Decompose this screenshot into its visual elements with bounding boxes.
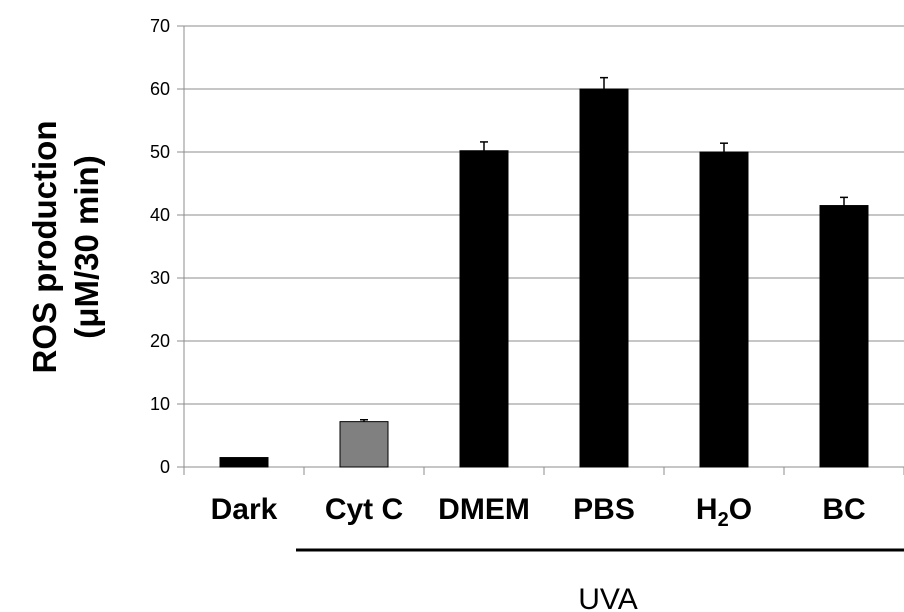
bar-pbs — [579, 88, 629, 468]
category-labels: Dark Cyt C DMEM PBS H2O BC — [211, 493, 866, 531]
category-label-0: Dark — [211, 493, 278, 526]
category-label-5: BC — [822, 493, 865, 526]
gridlines — [184, 25, 904, 405]
y-axis-label: ROS production (μM/30 min) — [26, 121, 105, 374]
y-tick-label-10: 10 — [150, 394, 170, 414]
uva-group: UVA — [296, 548, 904, 612]
y-tick-labels: 0 10 20 30 40 50 60 70 — [150, 16, 170, 477]
error-bars — [360, 76, 848, 422]
y-tick-label-30: 30 — [150, 268, 170, 288]
axes — [177, 25, 904, 475]
category-label-4: H2O — [696, 493, 752, 531]
y-tick-label-50: 50 — [150, 142, 170, 162]
y-tick-label-70: 70 — [150, 16, 170, 36]
bar-dark — [219, 457, 269, 468]
bar-dmem — [459, 150, 509, 468]
bar-bc — [819, 205, 869, 468]
y-tick-label-40: 40 — [150, 205, 170, 225]
y-tick-label-0: 0 — [160, 457, 170, 477]
category-label-2: DMEM — [438, 493, 530, 526]
category-label-3: PBS — [573, 493, 635, 526]
bars — [219, 88, 869, 468]
bar-h — [699, 151, 749, 468]
y-tick-label-20: 20 — [150, 331, 170, 351]
y-tick-label-60: 60 — [150, 79, 170, 99]
uva-label: UVA — [578, 583, 637, 612]
category-label-1: Cyt C — [325, 493, 403, 526]
bar-cyt-c — [339, 421, 389, 468]
y-axis-title: ROS production (μM/30 min) — [26, 121, 105, 374]
